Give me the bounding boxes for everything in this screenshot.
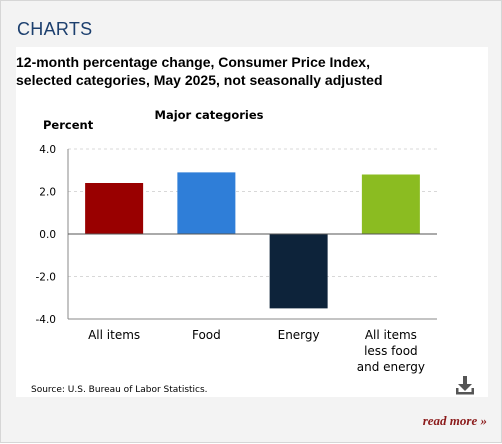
x-tick-label: Energy	[278, 328, 320, 342]
bar	[177, 172, 236, 234]
panel-heading: CHARTS	[17, 19, 93, 39]
y-tick-label: 0.0	[39, 229, 56, 241]
y-tick-label: -4.0	[36, 314, 57, 326]
chart-source: Source: U.S. Bureau of Labor Statistics.	[31, 385, 208, 395]
bar	[269, 234, 328, 309]
y-tick-label: 4.0	[39, 144, 56, 156]
bar	[361, 174, 420, 234]
chart-subtitle: Major categories	[155, 108, 264, 122]
y-axis-label: Percent	[43, 118, 94, 132]
bar	[85, 183, 144, 234]
read-more-link[interactable]: read more »	[422, 413, 487, 428]
download-icon[interactable]	[453, 374, 477, 396]
x-tick-label: All items	[88, 328, 140, 342]
x-tick-label: Food	[192, 328, 221, 342]
chart-title: 12-month percentage change, Consumer Pri…	[16, 54, 383, 88]
y-tick-label: 2.0	[39, 187, 56, 199]
x-tick-label: All items less food and energy	[357, 328, 425, 374]
y-tick-label: -2.0	[36, 272, 57, 284]
